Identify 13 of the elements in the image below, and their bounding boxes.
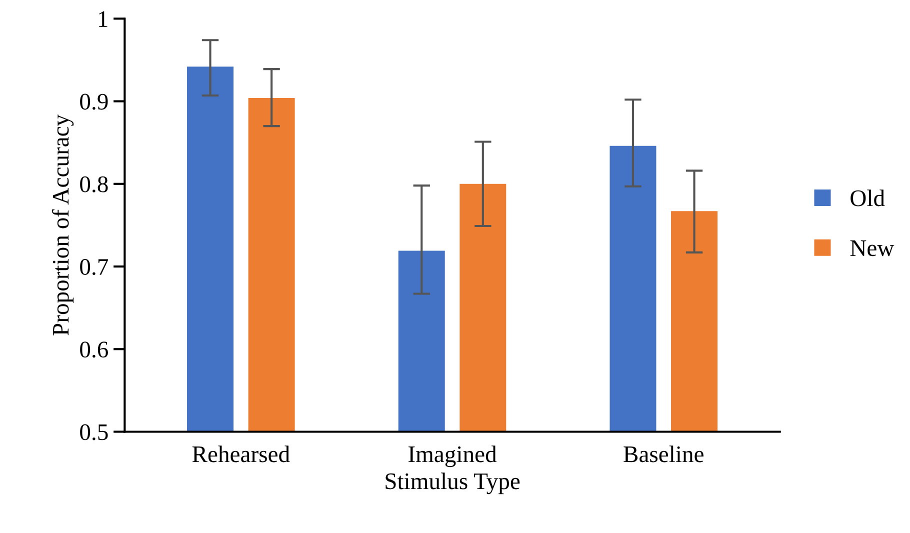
x-tick-label: Imagined xyxy=(408,446,497,468)
y-tick-label: 1 xyxy=(98,11,108,27)
y-tick-label: 0.5 xyxy=(80,424,108,440)
y-tick-label: 0.9 xyxy=(80,94,108,110)
legend-label: Old xyxy=(850,190,885,206)
x-tick-label: Baseline xyxy=(624,446,704,462)
x-axis-title: Stimulus Type xyxy=(386,472,520,494)
legend-label: New xyxy=(850,240,894,256)
y-tick-label: 0.8 xyxy=(80,176,108,192)
x-tick-label: Rehearsed xyxy=(192,446,290,462)
y-axis-title: Proportion of Accuracy xyxy=(52,114,74,336)
y-tick-label: 0.6 xyxy=(80,342,108,358)
y-tick-label: 0.7 xyxy=(80,258,108,276)
